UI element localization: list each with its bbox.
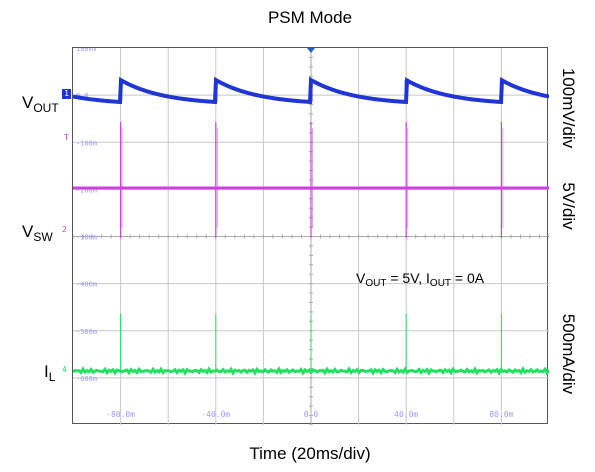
il-label: IL [44,362,56,384]
x-axis-label: Time (20ms/div) [249,444,371,463]
y-tick-label: -200m [76,186,97,194]
ch2-ground-marker[interactable]: 2 [62,225,67,234]
chart-title: PSM Mode [267,8,353,27]
x-tick-label: 40.0m [394,410,418,419]
x-tick-label: -40.0m [201,410,230,419]
trigger-position-marker [307,48,315,53]
y-tick-label: -100m [76,139,97,147]
ch1-ground-marker[interactable]: 1 [62,89,71,99]
y-tick-label: -400m [76,281,97,289]
y-tick-label: -500m [76,328,97,336]
vsw-label: VSW [22,222,53,244]
y-tick-label: 100mV [76,48,98,53]
vsw-scale-label: 5V/div [559,182,578,230]
y-tick-label: -600m [76,375,97,383]
operating-condition-annotation: VOUT = 5V, IOUT = 0A [356,270,485,289]
vout-label: VOUT [22,93,59,115]
ch4-ground-marker[interactable]: 4 [62,365,67,374]
vout-scale-label: 100mV/div [559,67,578,149]
x-tick-label: 0.0 [304,410,319,419]
il-trace [73,366,549,376]
scope-plot-area: 100mV 0.0 -100m -200m -300m -400m -500m -600m -8… [72,47,549,425]
scope-canvas: 100mV 0.0 -100m -200m -300m -400m -500m -600m -8… [73,48,549,425]
il-scale-label: 500mA/div [559,313,578,395]
trigger-level-marker[interactable]: T [64,133,69,142]
x-tick-label: 80.0m [489,410,513,419]
y-tick-label: -300m [76,234,97,242]
x-tick-label: -80.0m [106,410,135,419]
